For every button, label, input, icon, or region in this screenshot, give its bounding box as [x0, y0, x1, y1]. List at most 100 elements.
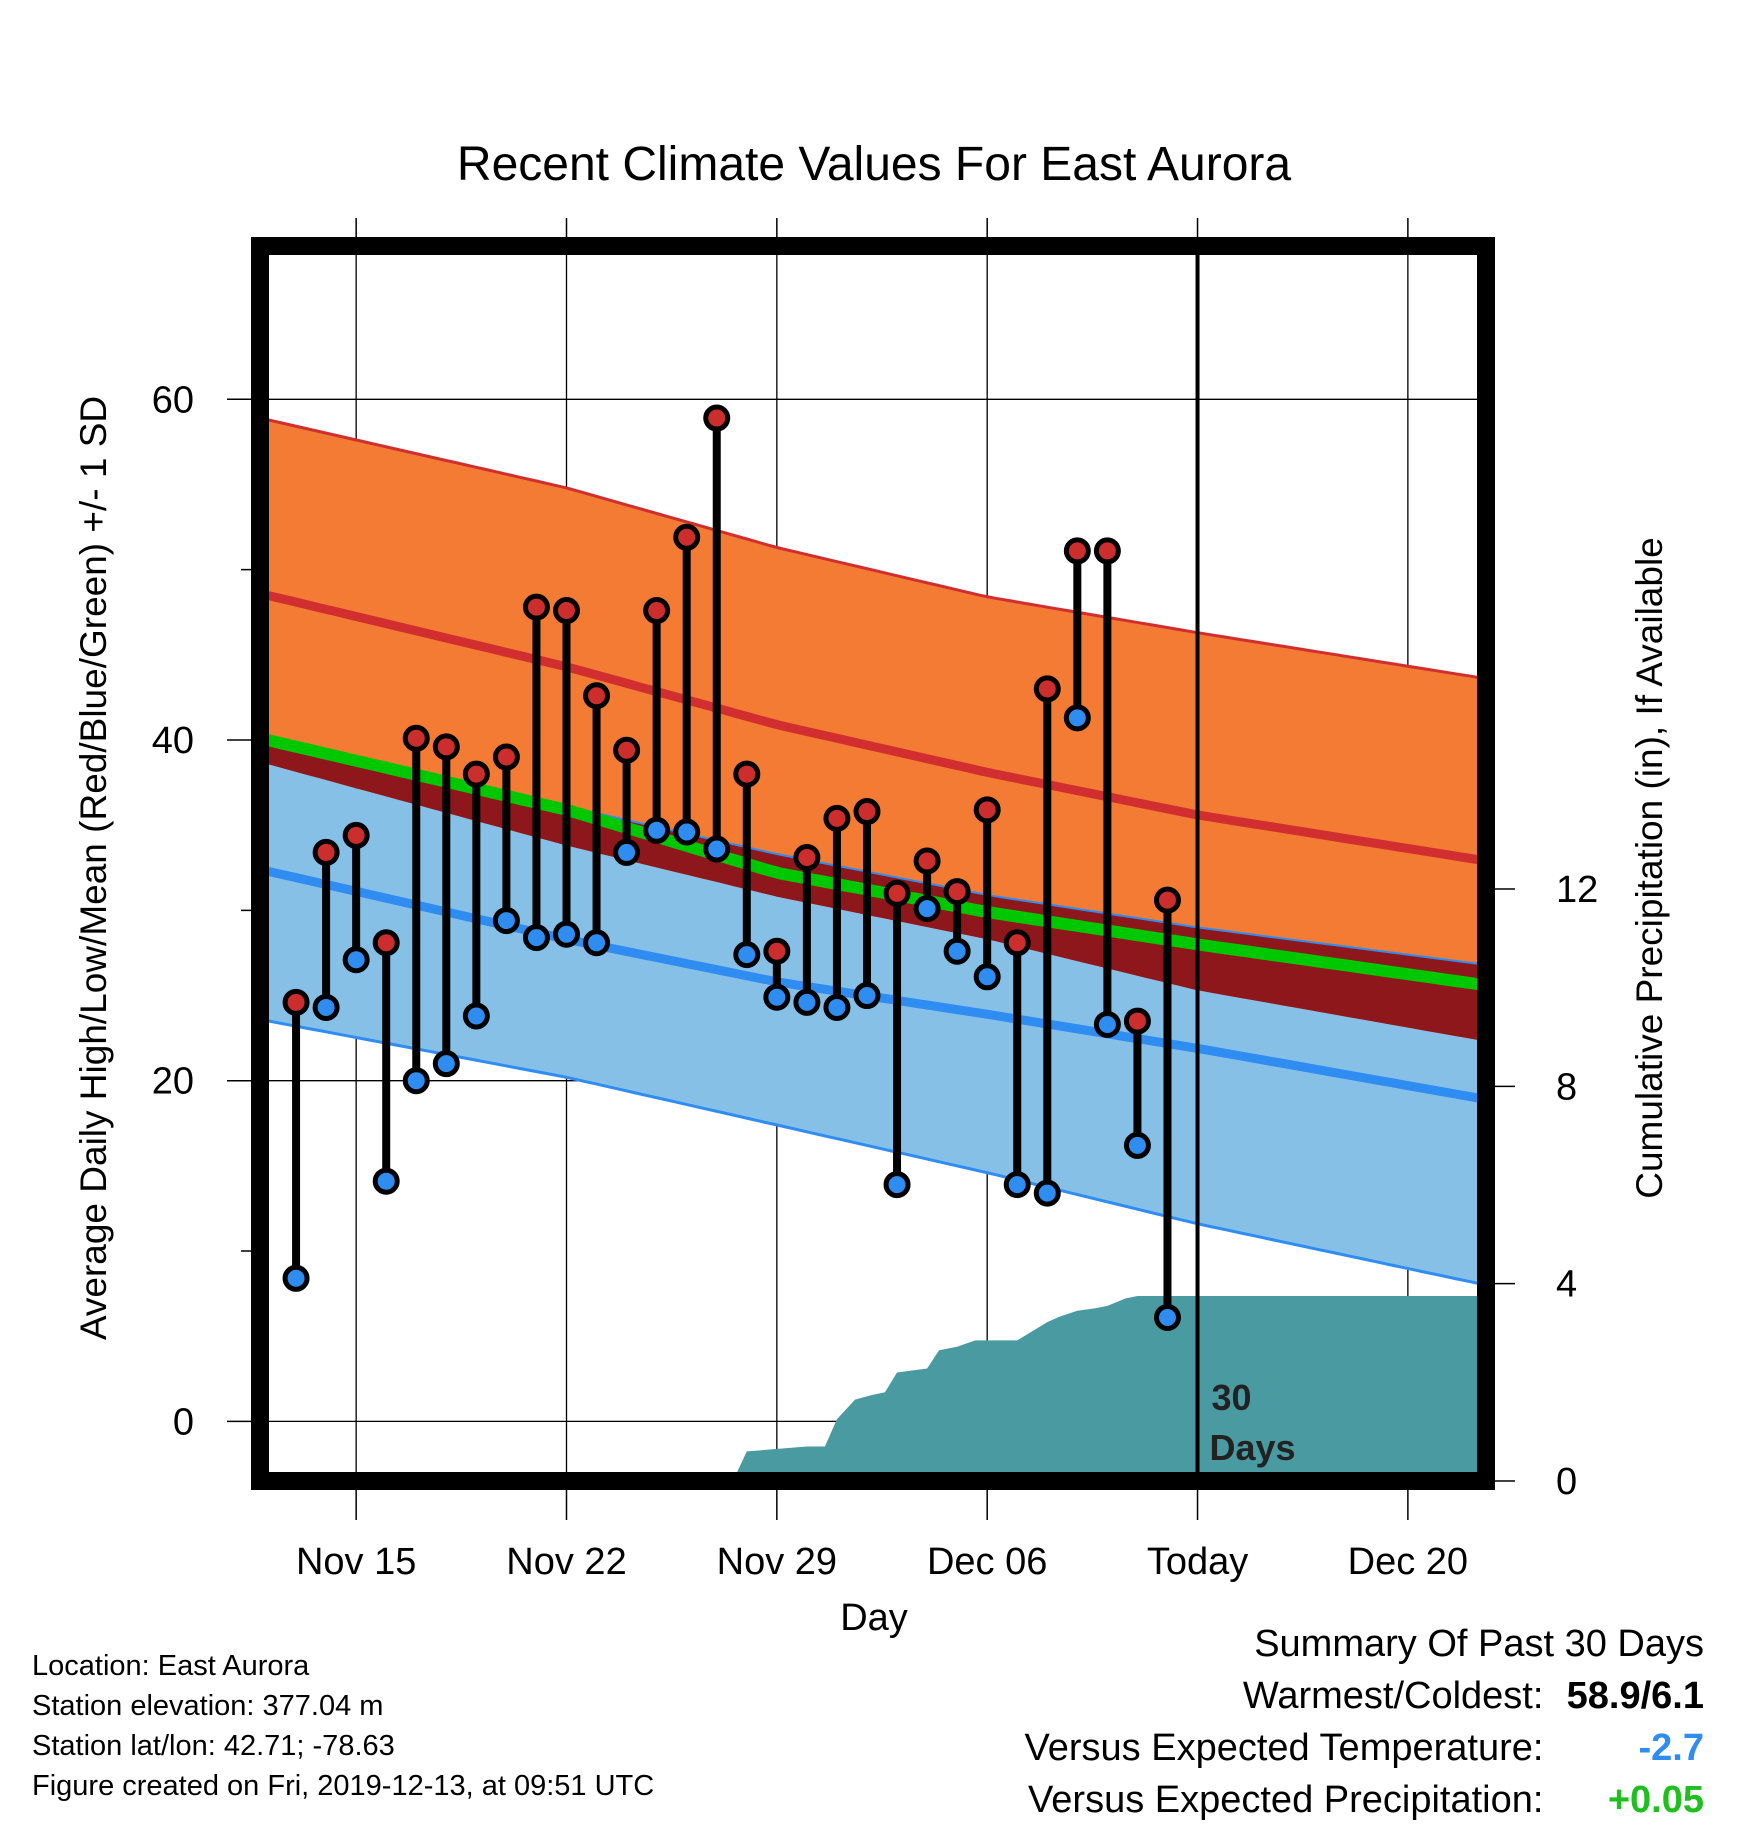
x-tick-label: Dec 20 [1348, 1541, 1468, 1583]
daily-low-point [613, 838, 641, 866]
daily-high-point [372, 929, 400, 957]
daily-low-point [763, 983, 791, 1011]
daily-low-point [733, 941, 761, 969]
y-axis-ticks: 0 20 40 60 [152, 379, 260, 1443]
daily-low-point [943, 937, 971, 965]
daily-low-point [462, 1002, 490, 1030]
y-tick-label: 60 [152, 379, 194, 421]
daily-high-point [432, 733, 460, 761]
daily-high-point [402, 724, 430, 752]
x-tick-label: Nov 29 [717, 1541, 837, 1583]
daily-low-point [823, 993, 851, 1021]
daily-high-point [883, 879, 911, 907]
daily-high-point [763, 937, 791, 965]
daily-low-point [342, 946, 370, 974]
summary-precip-value: +0.05 [1607, 1779, 1704, 1821]
x-tick-label: Nov 22 [506, 1541, 626, 1583]
daily-low-point [1153, 1303, 1181, 1331]
daily-high-point [943, 878, 971, 906]
info-created: Figure created on Fri, 2019-12-13, at 09… [32, 1770, 655, 1802]
summary-precip-label: Versus Expected Precipitation: [1028, 1779, 1544, 1821]
daily-low-point [1003, 1171, 1031, 1199]
summary-warmest-label: Warmest/Coldest: [1242, 1675, 1544, 1717]
daily-high-point [522, 593, 550, 621]
normal-mean-line [258, 732, 1487, 992]
x-tick-label: Dec 06 [927, 1541, 1047, 1583]
x-tick-label: Today [1147, 1541, 1248, 1583]
y2-tick-label: 12 [1556, 869, 1598, 911]
info-location: Location: East Aurora [32, 1650, 310, 1682]
daily-high-point [583, 682, 611, 710]
daily-high-point [1063, 537, 1091, 565]
daily-high-point [1093, 537, 1121, 565]
summary-temp-label: Versus Expected Temperature: [1024, 1727, 1544, 1769]
daily-high-point [312, 838, 340, 866]
daily-high-point [553, 597, 580, 625]
daily-high-point [1123, 1007, 1151, 1035]
daily-low-point [973, 963, 1001, 991]
y2-axis-label: Cumulative Precipitation (in), If Availa… [1629, 537, 1670, 1199]
y-tick-label: 20 [152, 1061, 194, 1103]
daily-high-point [342, 821, 370, 849]
daily-high-point [462, 760, 490, 788]
daily-low-point [312, 993, 340, 1021]
daily-high-point [703, 404, 731, 432]
y2-tick-label: 0 [1556, 1461, 1577, 1503]
daily-low-point [793, 988, 821, 1016]
daily-low-point [372, 1167, 400, 1195]
summary-precip-row: Versus Expected Precipitation: +0.05 [1025, 1774, 1704, 1826]
summary-title: Summary Of Past 30 Days [1254, 1623, 1704, 1665]
high-sd-band [260, 418, 1486, 965]
daily-low-point [703, 835, 731, 863]
y-tick-label: 0 [173, 1401, 194, 1443]
summary-temp-row: Versus Expected Temperature: -2.7 [1025, 1722, 1704, 1774]
daily-low-point [1063, 704, 1091, 732]
daily-low-point [402, 1067, 430, 1095]
daily-high-point [492, 743, 520, 771]
daily-high-point [913, 847, 941, 875]
daily-low-point [432, 1050, 460, 1078]
info-elevation: Station elevation: 377.04 m [32, 1690, 384, 1722]
daily-low-point [913, 895, 941, 923]
precipitation-area [260, 1296, 1486, 1481]
daily-low-point [1093, 1010, 1121, 1038]
y2-tick-label: 4 [1556, 1264, 1577, 1306]
daily-high-point [613, 736, 641, 764]
summary-warmest-value: 58.9/6.1 [1566, 1675, 1704, 1717]
daily-high-point [853, 798, 881, 826]
today-marker-label-2: Days [1210, 1427, 1296, 1468]
plot-frame [251, 237, 1495, 1490]
y2-axis-ticks: 0 4 8 12 [1486, 869, 1598, 1503]
daily-low-point [853, 982, 881, 1010]
daily-high-point [282, 988, 310, 1016]
x-axis-ticks: Nov 15 Nov 22 Nov 29 Dec 06 Today Dec 20 [296, 218, 1468, 1583]
high-plus-sd-line [259, 416, 1487, 681]
summary-panel: Summary Of Past 30 Days Warmest/Coldest:… [1025, 1618, 1704, 1826]
station-info: Location: East Aurora Station elevation:… [32, 1646, 654, 1806]
x-axis-label: Day [840, 1597, 908, 1639]
daily-range-bars [292, 418, 1172, 1318]
daily-low-point [282, 1264, 310, 1292]
daily-high-point [643, 597, 671, 625]
daily-high-point [793, 844, 821, 872]
daily-low-point [522, 924, 550, 952]
normal-high-line [258, 589, 1487, 866]
chart-title: Recent Climate Values For East Aurora [457, 138, 1291, 191]
daily-low-point [1033, 1179, 1061, 1207]
x-tick-label: Nov 15 [296, 1541, 416, 1583]
daily-high-point [823, 804, 851, 832]
y-tick-label: 40 [152, 720, 194, 762]
low-minus-sd-line [259, 1017, 1487, 1287]
y-axis-label: Average Daily High/Low/Mean (Red/Blue/Gr… [73, 396, 114, 1340]
daily-low-point [1123, 1131, 1151, 1159]
daily-low-point [553, 920, 580, 948]
daily-high-point [673, 523, 701, 551]
daily-high-point [1033, 675, 1061, 703]
today-marker-label-1: 30 [1212, 1377, 1252, 1418]
daily-points [282, 404, 1181, 1331]
y2-tick-label: 8 [1556, 1066, 1577, 1108]
daily-low-point [583, 929, 611, 957]
daily-high-point [733, 760, 761, 788]
daily-low-point [883, 1171, 911, 1199]
